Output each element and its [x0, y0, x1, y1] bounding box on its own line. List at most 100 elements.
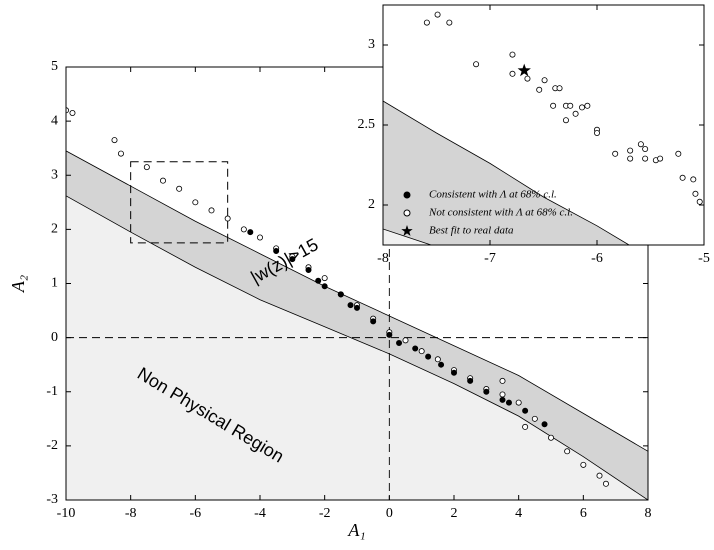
scatter-point — [522, 407, 529, 414]
scatter-point — [412, 345, 419, 352]
scatter-point — [579, 104, 586, 111]
star-point — [517, 63, 531, 77]
scatter-point — [515, 399, 522, 406]
x-tick-label: -10 — [57, 506, 76, 521]
scatter-point — [176, 185, 183, 192]
x-tick-label: 6 — [580, 506, 587, 521]
y-tick-label: 2 — [51, 222, 58, 237]
y-tick-label: 2 — [368, 197, 375, 212]
scatter-point — [240, 226, 247, 233]
scatter-point — [438, 361, 445, 368]
scatter-point — [596, 472, 603, 479]
y-tick-label: 3 — [368, 37, 375, 52]
scatter-point — [675, 150, 682, 157]
scatter-point — [483, 388, 490, 395]
legend-label: Not consistent with Λ at 68% c.l. — [428, 207, 573, 219]
scatter-point — [594, 129, 601, 136]
scatter-point — [418, 348, 425, 355]
scatter-point — [423, 19, 430, 26]
scatter-point — [434, 356, 441, 363]
y-tick-label: -2 — [46, 438, 58, 453]
y-tick-label: -3 — [46, 492, 58, 507]
scatter-point — [315, 277, 322, 284]
scatter-point — [499, 377, 506, 384]
scatter-point — [509, 51, 516, 58]
x-tick-label: -2 — [319, 506, 331, 521]
scatter-point — [541, 77, 548, 84]
scatter-point — [505, 399, 512, 406]
scatter-point — [556, 85, 563, 92]
scatter-point — [522, 423, 529, 430]
x-tick-label: 4 — [515, 506, 522, 521]
scatter-point — [627, 155, 634, 162]
scatter-point — [692, 190, 699, 197]
scatter-point — [159, 177, 166, 184]
plot-area — [383, 11, 703, 245]
scatter-point — [289, 256, 296, 263]
scatter-point — [353, 304, 360, 311]
scatter-point — [642, 155, 649, 162]
scatter-point — [69, 110, 76, 117]
y-tick-label: 2.5 — [358, 117, 376, 132]
region-boundary — [66, 150, 648, 452]
region-boundary — [383, 100, 630, 245]
scatter-point — [509, 70, 516, 77]
scatter-point — [370, 318, 377, 325]
scatter-point — [564, 448, 571, 455]
x-tick-label: -5 — [698, 251, 710, 266]
region-fill — [66, 195, 648, 500]
scatter-point — [321, 283, 328, 290]
region-fill — [383, 101, 630, 245]
zoom-box — [130, 161, 229, 244]
scatter-point — [499, 391, 506, 398]
scatter-point — [550, 102, 557, 109]
scatter-point — [696, 198, 703, 205]
x-tick-label: -6 — [591, 251, 603, 266]
scatter-point — [580, 461, 587, 468]
legend-marker — [401, 225, 413, 236]
scatter-point — [347, 302, 354, 309]
x-tick-label: -7 — [484, 251, 496, 266]
x-tick-label: 0 — [386, 506, 393, 521]
legend-marker — [403, 209, 411, 217]
scatter-point — [117, 150, 124, 157]
region-boundary — [383, 228, 432, 245]
scatter-point — [499, 396, 506, 403]
legend-label: Consistent with Λ at 68% c.l. — [429, 189, 557, 201]
y-tick-label: 4 — [51, 113, 58, 128]
scatter-point — [690, 176, 697, 183]
scatter-point — [584, 102, 591, 109]
scatter-point — [273, 248, 280, 255]
scatter-point — [602, 480, 609, 487]
y-tick-label: 0 — [51, 330, 58, 345]
x-axis-label: A₁ — [347, 520, 365, 540]
x-tick-label: -8 — [125, 506, 137, 521]
scatter-point — [467, 377, 474, 384]
scatter-point — [434, 11, 441, 18]
scatter-point — [548, 434, 555, 441]
plot-area — [66, 67, 648, 500]
y-axis-label: A₂ — [8, 275, 28, 293]
scatter-point — [396, 340, 403, 347]
scatter-point — [321, 275, 328, 282]
scatter-point — [679, 174, 686, 181]
scatter-point — [143, 164, 150, 171]
scatter-point — [567, 102, 574, 109]
x-tick-label: 8 — [645, 506, 652, 521]
scatter-point — [536, 86, 543, 93]
x-tick-label: -6 — [189, 506, 201, 521]
x-tick-label: 2 — [451, 506, 458, 521]
y-tick-label: 5 — [51, 59, 58, 74]
plot-1: -8 -7 -6 -5 2 2.5 3 Consistent with Λ at 68% c.… — [358, 4, 710, 266]
scatter-point — [642, 145, 649, 152]
y-tick-label: 1 — [51, 276, 58, 291]
scatter-point — [192, 199, 199, 206]
scatter-point — [402, 337, 409, 344]
legend-label: Best fit to real data — [429, 225, 514, 237]
x-tick-label: -4 — [254, 506, 266, 521]
scatter-point — [473, 61, 480, 68]
scatter-point — [305, 266, 312, 273]
scatter-point — [524, 75, 531, 82]
scatter-point — [657, 155, 664, 162]
